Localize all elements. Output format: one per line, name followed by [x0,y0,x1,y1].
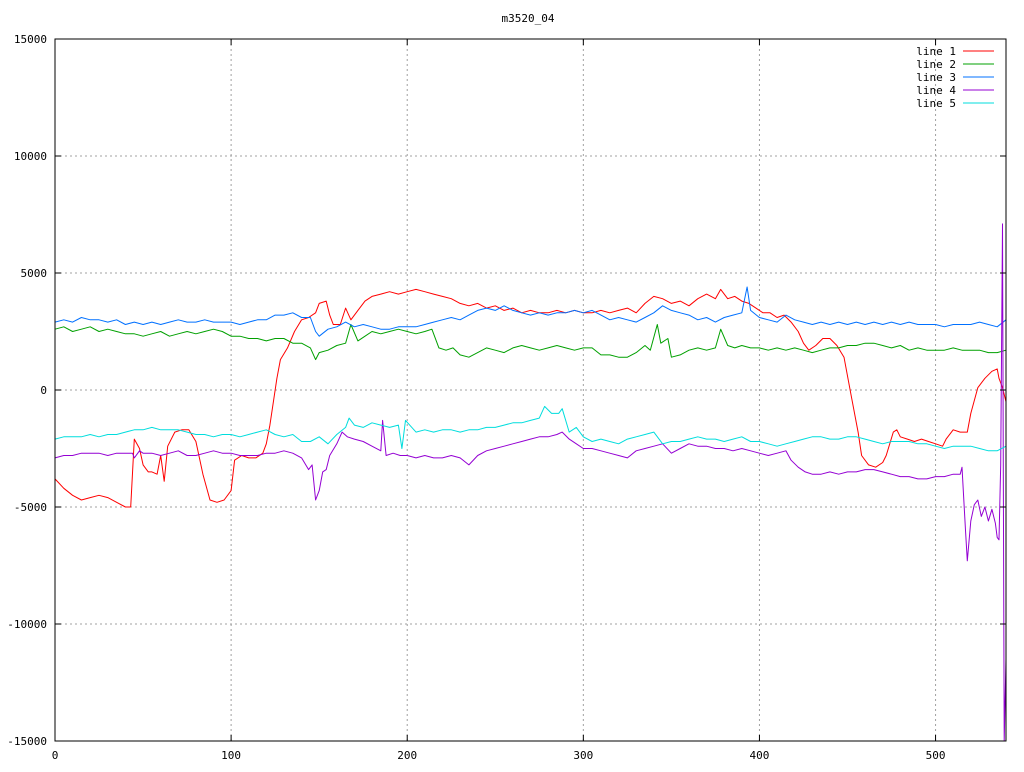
chart-title: m3520_04 [502,12,555,25]
grid-lines [55,39,1006,741]
x-tick-label: 400 [750,749,770,762]
series-line-4 [54,223,1007,742]
y-axis: -15000 -10000 -5000 0 5000 10000 15000 [7,33,1006,748]
x-tick-label: 500 [926,749,946,762]
series-line-2 [54,324,1007,361]
y-tick-label: 5000 [21,267,48,280]
legend-label: line 2 [916,58,956,71]
x-axis: 0 100 200 300 400 500 [52,39,946,762]
series-line-5 [54,405,1007,452]
y-tick-label: -10000 [7,618,47,631]
y-tick-label: 10000 [14,150,47,163]
legend-label: line 4 [916,84,956,97]
legend-label: line 5 [916,97,956,110]
y-tick-label: 0 [40,384,47,397]
x-tick-label: 0 [52,749,59,762]
y-tick-label: -15000 [7,735,47,748]
legend-label: line 3 [916,71,956,84]
x-tick-label: 100 [221,749,241,762]
y-tick-label: 15000 [14,33,47,46]
series-layer [54,223,1007,742]
series-line-3 [54,286,1007,337]
legend-label: line 1 [916,45,956,58]
y-tick-label: -5000 [14,501,47,514]
x-tick-label: 300 [573,749,593,762]
x-tick-label: 200 [397,749,417,762]
